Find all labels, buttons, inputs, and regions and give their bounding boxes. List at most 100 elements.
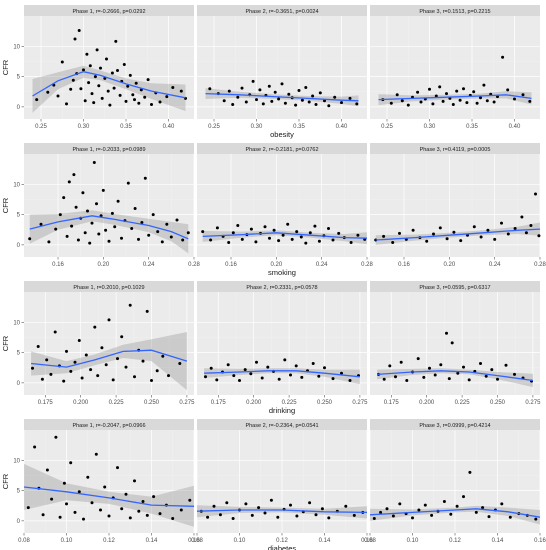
facet-strip	[370, 281, 540, 292]
facet-row-diabetes: Phase 1, r=-0.2047, p=0.0966 0 5 10 0.08 0.10…	[13, 419, 546, 550]
data-point	[65, 502, 68, 506]
data-point	[99, 508, 102, 512]
facet-strip-title: Phase 3, r=0.0595, p=0.6317	[419, 285, 490, 291]
data-point	[289, 503, 292, 507]
data-point	[116, 69, 119, 72]
confidence-band	[375, 222, 540, 245]
data-point	[212, 504, 216, 508]
facet-strip	[24, 281, 194, 292]
x-tick-label: 0.16	[534, 538, 546, 544]
data-point	[178, 362, 182, 365]
data-point	[165, 222, 169, 226]
data-point	[508, 515, 512, 519]
y-tick-label: 10	[13, 182, 20, 188]
data-point	[406, 103, 410, 107]
facet-row-smoking: Phase 1, r=-0.2033, p=0.0989 0 5 10 0.16 0.20…	[13, 143, 546, 277]
data-point	[150, 103, 153, 106]
data-point	[209, 238, 213, 242]
x-tick-label: 0.275	[352, 400, 368, 406]
y-tick-label: 0	[17, 381, 21, 387]
data-point	[331, 377, 335, 381]
data-point	[294, 364, 298, 368]
data-point	[340, 371, 343, 375]
data-point	[165, 95, 169, 99]
loess-fit-line	[377, 370, 533, 382]
data-point	[104, 363, 108, 367]
data-point	[294, 103, 298, 107]
data-point	[395, 93, 399, 97]
data-point	[46, 90, 50, 94]
data-point	[156, 230, 160, 234]
data-point	[490, 368, 494, 372]
data-point	[133, 207, 137, 210]
data-point	[227, 241, 231, 244]
panel-phase-3: Phase 3, r=0.1513, p=0.2215 0.25 0.30 0.35 0…	[370, 5, 540, 130]
data-point	[504, 363, 508, 367]
data-point	[382, 377, 386, 381]
panel-background	[197, 16, 367, 119]
data-point	[143, 95, 147, 99]
data-point	[266, 365, 270, 369]
data-point	[116, 357, 119, 361]
data-point	[120, 507, 124, 511]
data-point	[122, 63, 126, 66]
facet-strip-title: Phase 2, r=-0.2364, p=0.0541	[245, 423, 318, 429]
data-point	[280, 82, 284, 86]
x-tick-label: 0.16	[361, 538, 373, 544]
x-axis-title: drinking	[269, 406, 295, 415]
x-tick-label: 0.25	[208, 124, 220, 130]
loess-fit-line	[202, 232, 368, 239]
data-point	[290, 237, 294, 241]
data-point	[65, 234, 69, 238]
data-point	[107, 514, 111, 518]
data-point	[50, 497, 54, 501]
data-point	[445, 237, 449, 241]
data-point	[445, 331, 448, 335]
data-point	[158, 512, 162, 516]
y-axis-title: CFR	[1, 473, 10, 489]
data-point	[36, 345, 40, 348]
data-point	[74, 205, 78, 209]
data-point	[240, 237, 244, 241]
data-point	[95, 48, 99, 52]
data-point	[244, 502, 248, 506]
x-tick-label: 0.25	[381, 124, 393, 130]
data-point	[171, 86, 175, 89]
data-point	[405, 379, 409, 382]
x-tick-label: 0.14	[319, 538, 331, 544]
loess-fit-line	[204, 370, 360, 378]
data-point	[258, 88, 262, 92]
panel-phase-3: Phase 3, r=0.0999, p=0.4214 0.08 0.10 0.12 0…	[364, 419, 546, 544]
y-tick-label: 10	[13, 44, 20, 50]
data-point	[100, 96, 104, 100]
data-point	[137, 237, 140, 241]
data-point	[462, 365, 465, 369]
data-point	[94, 452, 98, 456]
x-tick-label: 0.24	[143, 262, 155, 268]
data-point	[277, 97, 281, 101]
panel-phase-1: Phase 1, r=-0.2047, p=0.0966 0 5 10 0.08 0.10…	[13, 419, 200, 544]
loess-fit-line	[375, 228, 541, 241]
x-tick-label: 0.200	[73, 400, 89, 406]
x-axis-title: diabetes	[268, 544, 297, 550]
data-point	[537, 234, 541, 238]
facet-strip	[197, 5, 367, 16]
panel-background	[24, 292, 194, 395]
x-tick-label: 0.12	[276, 538, 288, 544]
data-point	[389, 101, 393, 105]
data-point	[458, 98, 462, 102]
data-point	[106, 89, 110, 93]
data-point	[77, 490, 81, 494]
data-point	[93, 325, 97, 329]
panel-background	[370, 154, 540, 257]
data-point	[356, 233, 360, 237]
data-point	[524, 231, 528, 235]
data-point	[128, 73, 132, 77]
data-point	[496, 377, 499, 381]
data-point	[124, 365, 128, 369]
data-point	[468, 470, 472, 474]
data-point	[227, 89, 231, 93]
data-point	[146, 78, 150, 82]
x-tick-label: 0.12	[449, 538, 461, 544]
confidence-band	[202, 230, 367, 245]
